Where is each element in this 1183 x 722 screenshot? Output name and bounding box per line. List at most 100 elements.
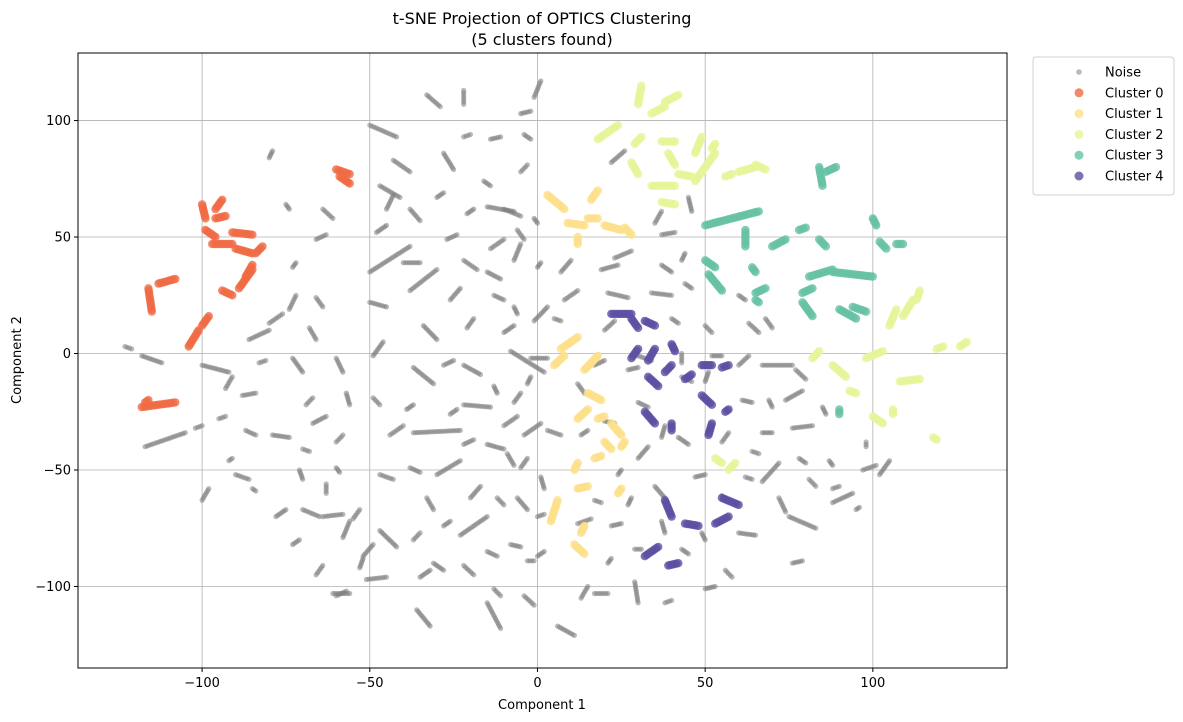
data-point xyxy=(538,260,544,266)
data-point xyxy=(618,467,624,473)
data-point xyxy=(306,448,312,454)
data-point xyxy=(313,336,319,343)
data-point xyxy=(357,507,363,513)
data-point xyxy=(487,183,494,189)
data-point xyxy=(248,260,257,270)
data-point xyxy=(417,218,423,224)
data-point xyxy=(635,600,641,606)
y-tick-label: 100 xyxy=(46,114,71,129)
data-point xyxy=(731,458,740,468)
data-point xyxy=(407,243,413,249)
data-point xyxy=(471,206,477,212)
data-point xyxy=(253,432,259,438)
data-point xyxy=(808,312,817,321)
data-point xyxy=(635,364,641,371)
data-point xyxy=(447,518,453,524)
legend-label: Cluster 0 xyxy=(1105,86,1164,101)
data-point xyxy=(851,388,861,398)
data-point xyxy=(558,318,564,324)
data-point xyxy=(410,402,416,408)
data-point xyxy=(266,327,272,333)
data-point xyxy=(528,136,534,142)
data-point xyxy=(211,232,220,242)
data-point xyxy=(625,295,631,301)
data-point xyxy=(685,441,692,447)
data-point xyxy=(434,336,440,343)
data-point xyxy=(477,483,484,489)
data-point xyxy=(888,405,898,414)
data-point xyxy=(638,546,645,552)
data-point xyxy=(580,549,589,559)
data-point xyxy=(474,267,480,273)
data-point xyxy=(813,483,819,489)
data-point xyxy=(585,427,591,433)
data-point xyxy=(538,420,544,426)
data-point xyxy=(524,455,531,461)
data-point xyxy=(650,321,660,330)
data-point xyxy=(407,169,413,175)
data-point xyxy=(707,361,717,370)
data-point xyxy=(246,476,252,482)
data-point xyxy=(417,260,423,266)
data-point xyxy=(383,304,390,310)
data-point xyxy=(471,572,477,578)
data-point xyxy=(531,602,537,608)
data-point xyxy=(662,530,668,536)
data-point xyxy=(430,507,437,513)
data-point xyxy=(253,488,259,494)
data-point xyxy=(380,339,386,345)
data-point xyxy=(580,521,589,531)
y-tick-label: −50 xyxy=(44,463,71,478)
data-point xyxy=(451,357,457,364)
data-point xyxy=(670,347,680,356)
data-point xyxy=(248,230,257,239)
x-tick-label: −50 xyxy=(356,676,383,691)
data-point xyxy=(741,242,750,251)
data-point xyxy=(417,530,423,536)
data-point xyxy=(818,181,827,190)
series-cluster-1 xyxy=(543,186,636,559)
data-point xyxy=(781,235,790,244)
data-point xyxy=(809,423,816,429)
data-point xyxy=(340,511,346,517)
data-point xyxy=(607,444,616,454)
data-point xyxy=(377,402,383,408)
data-point xyxy=(451,166,457,173)
data-point xyxy=(835,409,844,419)
data-point xyxy=(932,435,941,444)
data-point xyxy=(679,350,685,357)
data-point xyxy=(836,483,842,489)
data-point xyxy=(670,137,680,146)
data-point xyxy=(370,541,376,548)
data-point xyxy=(269,148,276,154)
x-tick-label: −100 xyxy=(184,676,220,691)
data-point xyxy=(571,632,578,639)
data-point xyxy=(528,374,534,380)
data-point xyxy=(685,551,692,557)
data-point xyxy=(518,213,524,219)
data-point xyxy=(437,104,443,110)
data-point xyxy=(669,269,675,275)
data-point xyxy=(823,411,829,417)
data-point xyxy=(734,500,743,510)
data-point xyxy=(705,369,712,375)
data-point xyxy=(769,404,775,410)
legend-label: Cluster 2 xyxy=(1105,128,1164,143)
data-point xyxy=(345,179,354,188)
y-tick-label: 50 xyxy=(54,231,71,246)
chart-subtitle: (5 clusters found) xyxy=(471,30,612,49)
data-point xyxy=(383,574,390,580)
data-point xyxy=(457,427,463,433)
data-point xyxy=(144,395,153,405)
data-point xyxy=(709,329,715,336)
data-point xyxy=(201,214,210,223)
x-tick-label: 50 xyxy=(697,676,714,691)
data-point xyxy=(667,426,676,435)
data-point xyxy=(544,304,551,310)
data-point xyxy=(813,525,819,531)
data-point xyxy=(471,316,477,322)
data-point xyxy=(712,583,718,590)
data-point xyxy=(467,131,473,138)
data-point xyxy=(650,419,660,428)
